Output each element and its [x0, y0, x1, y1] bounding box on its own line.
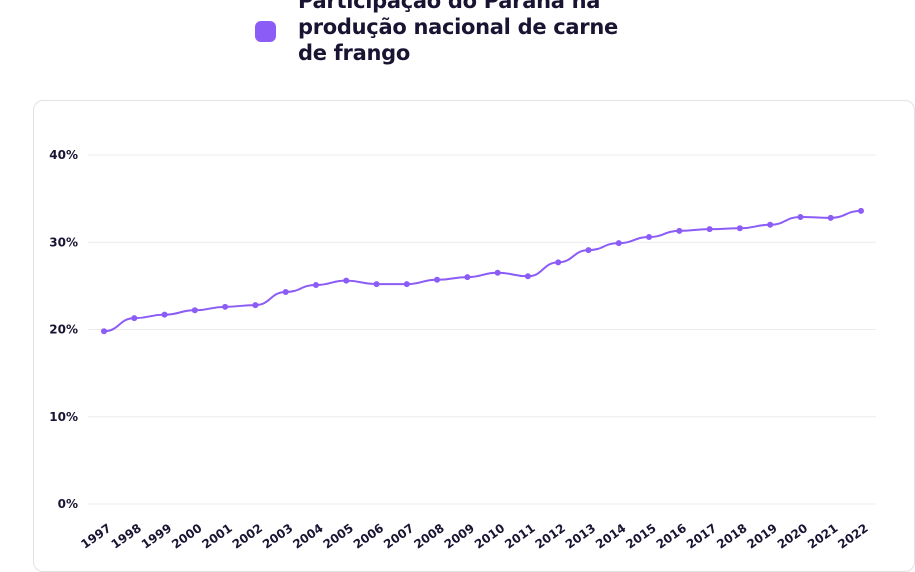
x-tick-label: 2012 — [533, 521, 568, 552]
x-tick-label: 2009 — [442, 521, 477, 552]
x-tick-label: 1998 — [109, 521, 144, 552]
data-point — [797, 213, 804, 220]
x-tick-label: 2020 — [775, 521, 810, 552]
x-tick-label: 2016 — [654, 521, 689, 552]
x-tick-label: 2015 — [623, 521, 658, 552]
x-tick-label: 2017 — [684, 521, 719, 552]
data-point — [101, 328, 107, 335]
data-point — [736, 225, 743, 232]
data-point — [555, 259, 562, 266]
x-tick-label: 2005 — [321, 521, 356, 552]
x-tick-label: 1999 — [139, 521, 174, 552]
x-tick-label: 1997 — [78, 521, 113, 552]
data-point — [282, 288, 289, 295]
legend-swatch — [255, 21, 276, 42]
x-tick-label: 2022 — [835, 521, 870, 552]
data-point — [676, 227, 683, 234]
data-point — [403, 281, 410, 288]
x-tick-label: 2014 — [593, 521, 628, 552]
line-chart: 0%10%20%30%40%19971998199920002001200220… — [49, 148, 876, 552]
data-point — [161, 311, 168, 318]
data-point — [524, 273, 531, 280]
data-point — [858, 207, 864, 214]
x-tick-label: 2006 — [351, 521, 386, 552]
x-tick-label: 2007 — [381, 521, 416, 552]
data-point — [312, 282, 319, 289]
x-tick-label: 2003 — [260, 521, 295, 552]
data-point — [191, 307, 198, 314]
data-point — [706, 226, 713, 233]
data-point — [343, 277, 350, 284]
x-tick-label: 2008 — [411, 521, 446, 552]
data-point — [252, 302, 259, 309]
x-tick-label: 2002 — [230, 521, 265, 552]
y-tick-label: 10% — [49, 410, 78, 424]
data-point — [827, 214, 834, 221]
legend: Participação do Paraná na produção nacio… — [255, 0, 628, 66]
x-tick-label: 2000 — [169, 521, 204, 552]
y-tick-label: 20% — [49, 323, 78, 337]
data-point — [646, 234, 653, 241]
data-point — [131, 315, 138, 322]
y-tick-label: 30% — [49, 235, 78, 249]
x-tick-label: 2013 — [563, 521, 598, 552]
data-point — [494, 269, 501, 276]
data-point — [585, 247, 592, 254]
x-tick-label: 2001 — [199, 521, 234, 552]
x-tick-label: 2010 — [472, 521, 507, 552]
data-point — [434, 276, 441, 283]
x-tick-label: 2021 — [805, 521, 840, 552]
legend-label: Participação do Paraná na produção nacio… — [298, 0, 618, 65]
y-tick-label: 40% — [49, 148, 78, 162]
data-point — [767, 221, 774, 228]
data-point — [373, 281, 380, 288]
x-tick-label: 2019 — [744, 521, 779, 552]
data-point — [464, 274, 471, 281]
x-tick-label: 2011 — [502, 521, 537, 552]
y-tick-label: 0% — [58, 497, 78, 511]
x-tick-label: 2018 — [714, 521, 749, 552]
x-tick-label: 2004 — [290, 521, 325, 552]
data-point — [222, 303, 229, 310]
data-point — [615, 240, 622, 247]
series-line — [103, 209, 862, 333]
